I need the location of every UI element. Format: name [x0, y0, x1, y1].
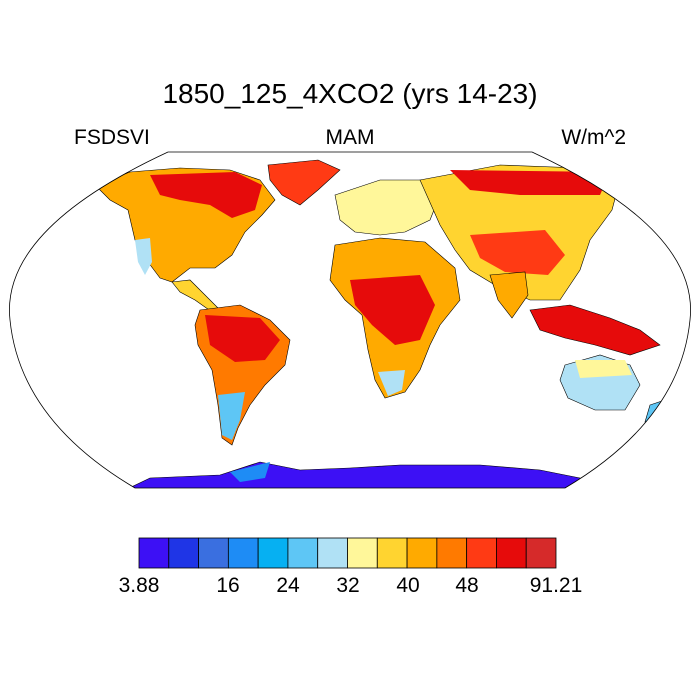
colorbar-swatch [227, 537, 259, 569]
canada-red-region [150, 172, 262, 218]
usa-west-blue-region [135, 238, 152, 275]
maritime-continent-landmass [529, 304, 661, 356]
colorbar-swatch [287, 537, 319, 569]
colorbar-tick-label: 3.88 [118, 574, 160, 597]
colorbar-tick-label: 40 [396, 574, 420, 597]
colorbar-tick-label: 16 [216, 574, 240, 597]
colorbar-swatch [525, 537, 557, 569]
season-label: MAM [325, 126, 375, 149]
colorbar-swatch [436, 537, 468, 569]
plot-title: 1850_125_4XCO2 (yrs 14-23) [162, 78, 538, 109]
colorbar-swatch [317, 537, 348, 569]
north-australia-yellow-region [575, 360, 632, 378]
colorbar-tick-label: 32 [336, 574, 360, 597]
colorbar-tick-label: 91.21 [529, 574, 583, 597]
south-africa-blue-region [378, 370, 405, 396]
colorbar-swatch [376, 537, 408, 569]
central-asia-red-region [470, 230, 565, 275]
colorbar-swatch [198, 537, 229, 569]
colorbar-swatch [138, 537, 170, 569]
variable-label: FSDSVI [74, 126, 150, 149]
colorbar-swatch [347, 537, 378, 569]
colorbar-swatch [168, 537, 199, 569]
colorbar-swatch [257, 537, 289, 569]
amazon-red-region [205, 315, 280, 362]
map-boundary [9, 151, 691, 489]
patagonia-blue-region [218, 392, 245, 440]
greenland-landmass [267, 159, 341, 206]
india-landmass [489, 271, 529, 319]
siberia-red-region [450, 170, 610, 195]
colorbar-swatch [406, 537, 438, 569]
colorbar-tick-label: 48 [455, 574, 479, 597]
europe-landmass [334, 179, 441, 236]
colorbar-tick-label: 24 [276, 574, 300, 597]
antarctica-peninsula-region [230, 462, 270, 482]
central-africa-red-region [350, 275, 435, 345]
units-label: W/m^2 [561, 126, 626, 149]
colorbar-swatch [466, 537, 497, 569]
colorbar-swatch [496, 537, 527, 569]
